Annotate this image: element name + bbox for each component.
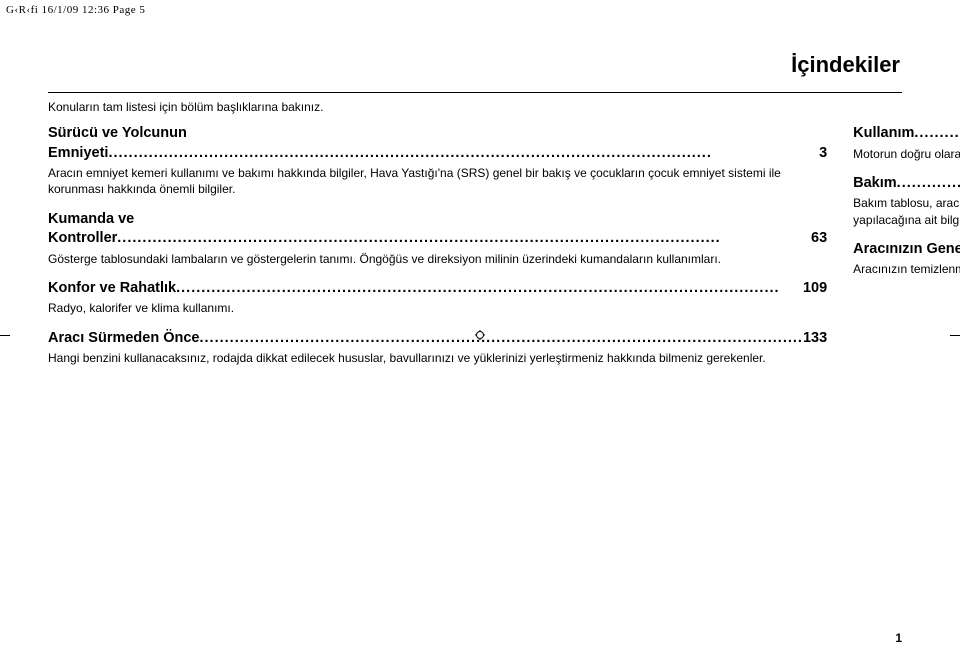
toc-entry-row: Bakım181 [853,174,960,194]
toc-entry-row: Aracı Sürmeden Önce 133 [48,329,827,349]
toc-entry-title: Aracınızın Genel Temizliği [853,240,960,260]
crop-mark-right [950,335,960,336]
toc-leader-dots [176,279,803,299]
toc-entry-row: Kullanım147 [853,124,960,144]
toc-column: Sürücü ve YolcununEmniyeti 3Aracın emniye… [48,124,827,378]
toc-entry-row: Konfor ve Rahatlık 109 [48,279,827,299]
toc-leader-dots [108,144,819,164]
toc-entry-description: Motorun doğru olarak çalıştırılması, vit… [853,146,960,162]
toc-entry-description: Bakım tablosu, aracınızı bakıma götürmen… [853,195,960,227]
toc-entry-page: 63 [811,229,827,249]
crop-mark-center-circle [476,331,484,339]
toc-entry-title: Kumanda ve [48,210,827,230]
toc-entry-description: Gösterge tablosundaki lambaların ve göst… [48,251,827,267]
toc-leader-dots [914,124,960,144]
toc-entry-description: Hangi benzini kullanacaksınız, rodajda d… [48,350,827,366]
toc-column: Kullanım147 Motorun doğru olarak çalıştır… [853,124,960,378]
toc-entry-description: Aracınızın temizlenmesi ve korunması hak… [853,261,960,277]
toc-entry-title: Bakım [853,174,897,194]
toc-entry: Kullanım147 Motorun doğru olarak çalıştır… [853,124,960,162]
print-header: G‹R‹fi 16/1/09 12:36 Page 5 [6,4,145,16]
toc-leader-dots [117,229,811,249]
toc-entry: Aracı Sürmeden Önce 133Hangi benzini kull… [48,329,827,367]
page-title: İçindekiler [791,52,900,78]
toc-leader-dots [200,329,803,349]
toc-entry-page: 3 [819,144,827,164]
toc-entry: Sürücü ve YolcununEmniyeti 3Aracın emniye… [48,124,827,198]
page-number: 1 [895,631,902,645]
toc-entry-row: Kontroller 63 [48,229,827,249]
toc-entry: Konfor ve Rahatlık 109Radyo, kalorifer ve… [48,279,827,317]
toc-entry: Bakım181Bakım tablosu, aracınızı bakıma … [853,174,960,228]
crop-mark-left [0,335,10,336]
toc-entry-title: Emniyeti [48,144,108,164]
toc-entry-page: 109 [803,279,827,299]
horizontal-rule [48,92,902,93]
toc-entry-title: Konfor ve Rahatlık [48,279,176,299]
toc-entry-row: Aracınızın Genel Temizliği241 [853,240,960,260]
intro-text: Konuların tam listesi için bölüm başlıkl… [48,100,323,114]
toc-entry-title: Aracı Sürmeden Önce [48,329,200,349]
toc-entry: Aracınızın Genel Temizliği241Aracınızın … [853,240,960,278]
toc-entry-page: 133 [803,329,827,349]
toc-entry-title: Sürücü ve Yolcunun [48,124,827,144]
toc-entry: Kumanda veKontroller 63 Gösterge tablosund… [48,210,827,267]
toc-leader-dots [897,174,960,194]
toc-entry-description: Aracın emniyet kemeri kullanımı ve bakım… [48,165,827,197]
toc-entry-description: Radyo, kalorifer ve klima kullanımı. [48,300,827,316]
toc-entry-title: Kontroller [48,229,117,249]
toc-columns: Sürücü ve YolcununEmniyeti 3Aracın emniye… [48,124,902,378]
toc-entry-title: Kullanım [853,124,914,144]
toc-entry-row: Emniyeti 3 [48,144,827,164]
